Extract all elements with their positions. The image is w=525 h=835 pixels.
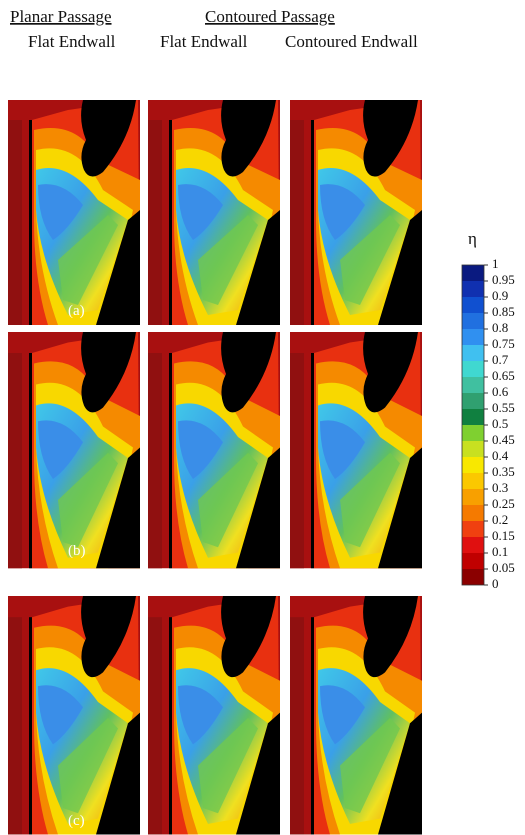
column-title: Contoured Endwall xyxy=(285,32,418,51)
colorbar-tick-label: 0.05 xyxy=(492,560,515,575)
colorbar-tick-label: 0.5 xyxy=(492,416,508,431)
colorbar-tick-label: 0 xyxy=(492,576,499,591)
row-label: (a) xyxy=(68,303,85,319)
colorbar-tick-label: 0.15 xyxy=(492,528,515,543)
header-contoured: Contoured Passage xyxy=(205,7,335,26)
colorbar-band xyxy=(462,537,484,553)
contour-panel xyxy=(290,332,422,568)
colorbar-band xyxy=(462,329,484,345)
colorbar-tick-label: 0.2 xyxy=(492,512,508,527)
colorbar-tick-label: 0.65 xyxy=(492,368,515,383)
header-planar: Planar Passage xyxy=(10,7,112,26)
colorbar-band xyxy=(462,521,484,537)
contour-panel xyxy=(290,100,422,325)
colorbar-tick-label: 0.9 xyxy=(492,288,508,303)
colorbar-band xyxy=(462,441,484,457)
colorbar-tick-label: 0.85 xyxy=(492,304,515,319)
colorbar-tick-label: 0.4 xyxy=(492,448,509,463)
colorbar-band xyxy=(462,505,484,521)
column-title: Flat Endwall xyxy=(28,32,116,51)
colorbar-band xyxy=(462,345,484,361)
contour-panel xyxy=(8,332,140,568)
row-label: (c) xyxy=(68,813,85,829)
colorbar-tick-label: 0.45 xyxy=(492,432,515,447)
colorbar-tick-label: 0.95 xyxy=(492,272,515,287)
colorbar-band xyxy=(462,457,484,473)
colorbar-band xyxy=(462,361,484,377)
colorbar-band xyxy=(462,297,484,313)
colorbar-tick-label: 0.35 xyxy=(492,464,515,479)
colorbar-tick-label: 0.1 xyxy=(492,544,508,559)
colorbar-band xyxy=(462,265,484,281)
colorbar-band xyxy=(462,377,484,393)
contour-panel xyxy=(8,596,140,835)
colorbar-tick-label: 0.8 xyxy=(492,320,508,335)
contour-panel xyxy=(148,596,280,835)
colorbar-band xyxy=(462,489,484,505)
column-title: Flat Endwall xyxy=(160,32,248,51)
colorbar-band xyxy=(462,569,484,585)
contour-panel xyxy=(148,100,280,325)
colorbar-tick-label: 0.75 xyxy=(492,336,515,351)
contour-panel xyxy=(148,332,280,568)
colorbar-tick-label: 0.6 xyxy=(492,384,509,399)
colorbar-tick-label: 1 xyxy=(492,256,499,271)
colorbar-tick-label: 0.55 xyxy=(492,400,515,415)
colorbar-tick-label: 0.25 xyxy=(492,496,515,511)
colorbar-band xyxy=(462,393,484,409)
colorbar-tick-label: 0.7 xyxy=(492,352,509,367)
colorbar-band xyxy=(462,425,484,441)
figure: Planar Passage Contoured Passage Flat En… xyxy=(0,0,525,835)
colorbar-band xyxy=(462,281,484,297)
row-label: (b) xyxy=(68,543,86,559)
contour-panel xyxy=(8,100,140,325)
colorbar-band xyxy=(462,473,484,489)
contour-panel xyxy=(290,596,422,835)
colorbar-band xyxy=(462,553,484,569)
colorbar-band xyxy=(462,409,484,425)
colorbar-tick-label: 0.3 xyxy=(492,480,508,495)
colorbar-title: η xyxy=(468,229,477,248)
colorbar-band xyxy=(462,313,484,329)
